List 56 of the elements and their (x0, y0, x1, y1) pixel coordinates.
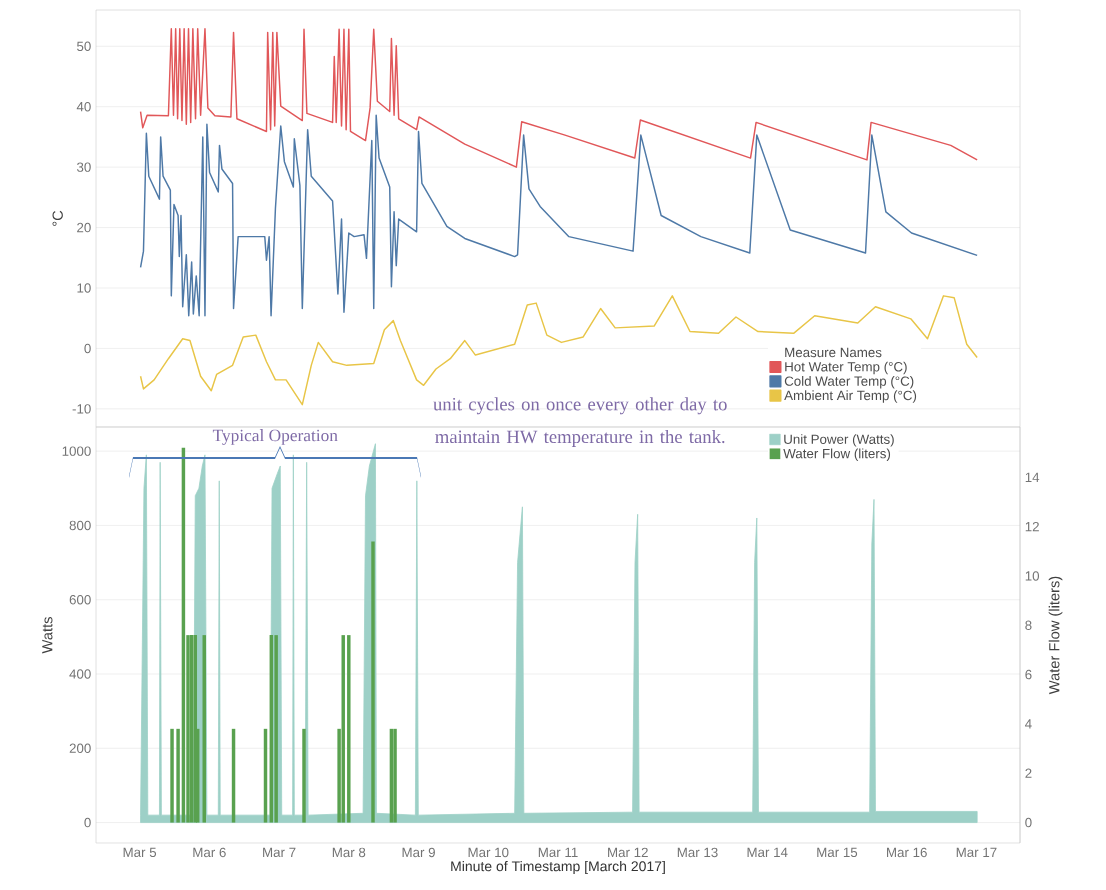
x-tick-label: Mar 16 (887, 847, 927, 858)
y-tick-label: 30 (76, 162, 91, 172)
y-tick-label: 0 (84, 817, 91, 828)
line-series (139, 114, 978, 317)
x-tick-label: Mar 6 (193, 847, 226, 858)
bar (371, 541, 375, 823)
y-tick-label: 0 (84, 343, 91, 354)
x-tick-label: Mar 8 (332, 847, 366, 858)
y-tick-label: 200 (69, 743, 91, 753)
y2-tick-label: 12 (1025, 521, 1039, 532)
bar (176, 728, 180, 823)
y2-tick-label: 4 (1025, 719, 1032, 729)
x-tick-label: Mar 17 (956, 847, 997, 858)
x-tick-label: Mar 11 (538, 847, 578, 858)
bar (274, 635, 278, 823)
y-tick-label: 400 (69, 669, 91, 679)
y-tick-label: 20 (77, 222, 91, 233)
annotation: unit cycles on once every other day to maintain HW temperature in the tank. (433, 397, 727, 447)
x-tick-label: Mar 14 (747, 847, 788, 858)
bar (393, 728, 397, 823)
legend-label: Water Flow (liters) (783, 448, 891, 461)
bar (347, 635, 351, 823)
x-axis-title: Minute of Timestamp [March 2017] (451, 860, 665, 875)
y-tick-label: 40 (76, 101, 91, 112)
legend-label: Cold Water Temp (°C) (784, 376, 914, 389)
x-tick-label: Mar 10 (468, 847, 509, 858)
x-tick-label: Mar 5 (123, 847, 157, 858)
bar (341, 635, 345, 823)
annotation: Typical Operation (212, 429, 338, 445)
y-tick-label: 1000 (62, 446, 91, 456)
y-tick-label: 800 (69, 520, 91, 531)
y-tick-label: 50 (77, 41, 91, 51)
y-tick-label: 600 (69, 595, 91, 605)
y-axis-title: Watts (42, 617, 53, 654)
legend-label: Unit Power (Watts) (784, 434, 894, 447)
legend-label: Ambient Air Temp (°C) (784, 390, 917, 403)
y-tick-label: 10 (77, 283, 91, 293)
y2-tick-label: 6 (1025, 669, 1032, 680)
x-tick-label: Mar 12 (608, 847, 648, 858)
x-tick-label: Mar 13 (677, 847, 718, 858)
legend-label: Hot Water Temp (°C) (785, 361, 907, 375)
bar (170, 728, 174, 823)
y2-tick-label: 0 (1025, 817, 1032, 828)
y2-axis-title: Water Flow (liters) (1048, 576, 1063, 695)
bar (302, 728, 306, 823)
y2-tick-label: 8 (1025, 620, 1032, 630)
line-series (139, 28, 978, 168)
y-axis-title: °C (52, 210, 63, 226)
y2-tick-label: 2 (1025, 768, 1032, 778)
x-tick-label: Mar 7 (263, 847, 296, 858)
y2-tick-label: 14 (1025, 472, 1040, 482)
legend-title: Measure Names (785, 347, 882, 358)
x-tick-label: Mar 9 (402, 847, 435, 858)
y2-tick-label: 10 (1025, 571, 1040, 581)
x-tick-label: Mar 15 (817, 847, 858, 858)
y-tick-label: -10 (72, 404, 91, 414)
